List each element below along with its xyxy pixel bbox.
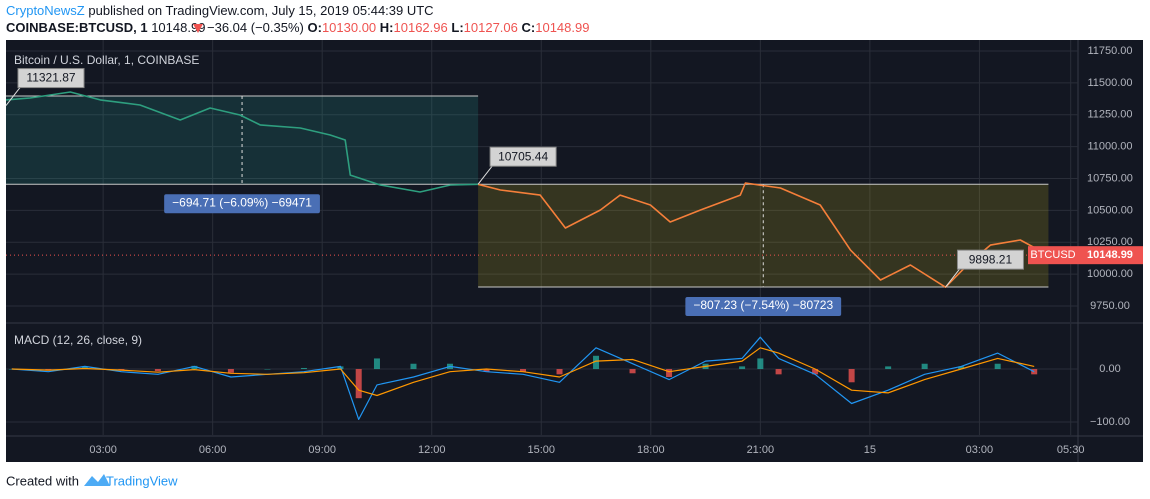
callout-label: 9898.21 (969, 252, 1013, 266)
y-tick-label: 11250.00 (1087, 109, 1132, 121)
histogram-bar (885, 366, 892, 370)
y-tick-label: 11750.00 (1087, 45, 1132, 57)
c-value: 10148.99 (535, 20, 589, 35)
measure-label: −807.23 (−7.54%) −80723 (693, 298, 833, 312)
histogram-bar (666, 369, 673, 377)
last-price-name-bg (1028, 246, 1078, 265)
x-tick-label: 18:00 (637, 444, 665, 456)
histogram-bar (812, 369, 819, 375)
last-price-bg (1078, 246, 1143, 265)
chart-layer: 03:00 06:00 09:00 12:00 15:00 18:00 21:00 15 03:… (5, 40, 1143, 456)
histogram-bar (556, 369, 563, 375)
x-tick-label: 15:00 (528, 444, 556, 456)
footer-brand[interactable]: TradingView (106, 473, 178, 488)
histogram-bar (227, 369, 234, 373)
histogram-bar (921, 363, 928, 370)
chart-background (6, 40, 1143, 462)
histogram-bar (958, 366, 965, 370)
x-tick-label: 15 (864, 444, 876, 456)
callout-box (489, 146, 557, 167)
x-tick-label: 03:00 (966, 444, 994, 456)
ticker-line: COINBASE:BTCUSD, 1 10148.99 (6, 20, 205, 35)
symbol: COINBASE:BTCUSD, 1 (6, 20, 148, 35)
y-tick-label: 9750.00 (1090, 300, 1130, 312)
l-value: 10127.06 (464, 20, 518, 35)
histogram-bar (593, 355, 600, 370)
last-price-name: BTCUSD (1030, 249, 1075, 261)
y-tick-label: 10250.00 (1087, 236, 1133, 248)
ohlc-line: −36.04 (−0.35%) O:10130.00 H:10162.96 L:… (207, 20, 589, 35)
y-tick-label: 10750.00 (1087, 172, 1133, 184)
histogram-bar (373, 358, 380, 370)
histogram-bar (994, 363, 1001, 370)
y-tick-label: 0.00 (1099, 363, 1120, 375)
h-label: H: (380, 20, 394, 35)
last: 10148.99 (151, 20, 205, 35)
callout-label: 10705.44 (498, 149, 548, 163)
histogram-bar (757, 358, 764, 370)
histogram-bar (355, 369, 362, 399)
y-tick-label: 10000.00 (1087, 268, 1133, 280)
series-line (477, 182, 1049, 288)
x-tick-label: 03:00 (89, 444, 117, 456)
x-tick-label: 05:30 (1057, 444, 1085, 456)
measure-label-bg (164, 194, 320, 214)
y-tick-label: −100.00 (1090, 416, 1130, 428)
x-tick-label: 21:00 (747, 444, 775, 456)
measure-label-bg (685, 297, 842, 317)
author[interactable]: CryptoNewsZ (6, 3, 85, 18)
histogram-bar (264, 369, 271, 370)
o-label: O: (307, 20, 321, 35)
macd-title: MACD (12, 26, close, 9) (14, 333, 142, 347)
histogram-bar (848, 369, 855, 383)
x-tick-label: 09:00 (308, 444, 336, 456)
o-value: 10130.00 (322, 20, 376, 35)
histogram-bar (775, 369, 782, 375)
publish-line: CryptoNewsZ published on TradingView.com… (6, 3, 434, 18)
down-arrow (193, 24, 203, 33)
x-tick-label: 06:00 (199, 444, 227, 456)
histogram-bar (739, 366, 746, 370)
l-label: L: (451, 20, 463, 35)
published: published on TradingView.com, July 15, 2… (88, 3, 433, 18)
measure-box (478, 184, 1049, 288)
histogram-bar (300, 367, 307, 370)
callout-box (956, 249, 1024, 270)
callout-label: 11321.87 (26, 71, 75, 85)
c-label: C: (522, 20, 536, 35)
price-title: Bitcoin / U.S. Dollar, 1, COINBASE (14, 53, 199, 67)
h-value: 10162.96 (394, 20, 448, 35)
histogram-bar (154, 369, 161, 372)
footer-prefix: Created with (6, 473, 79, 488)
change: −36.04 (−0.35%) (207, 20, 304, 35)
measure-label: −694.71 (−6.09%) −69471 (172, 195, 312, 209)
callout-box (17, 68, 85, 89)
histogram-bar (520, 369, 527, 372)
last-price-label: 10148.99 (1087, 249, 1133, 261)
x-tick-label: 12:00 (418, 444, 446, 456)
logo (84, 474, 110, 486)
y-tick-label: 11000.00 (1087, 141, 1132, 153)
series-line (11, 347, 1035, 397)
histogram-bar (629, 369, 636, 374)
histogram-bar (483, 369, 490, 372)
y-tick-label: 11500.00 (1087, 77, 1132, 89)
histogram-bar (191, 365, 198, 370)
histogram-bar (410, 363, 417, 370)
series-line (5, 91, 479, 193)
y-tick-label: 10500.00 (1087, 204, 1133, 216)
callout-leader (5, 87, 21, 106)
series-line (11, 336, 1035, 420)
callout-leader (477, 165, 493, 185)
callout-leader (945, 268, 960, 288)
